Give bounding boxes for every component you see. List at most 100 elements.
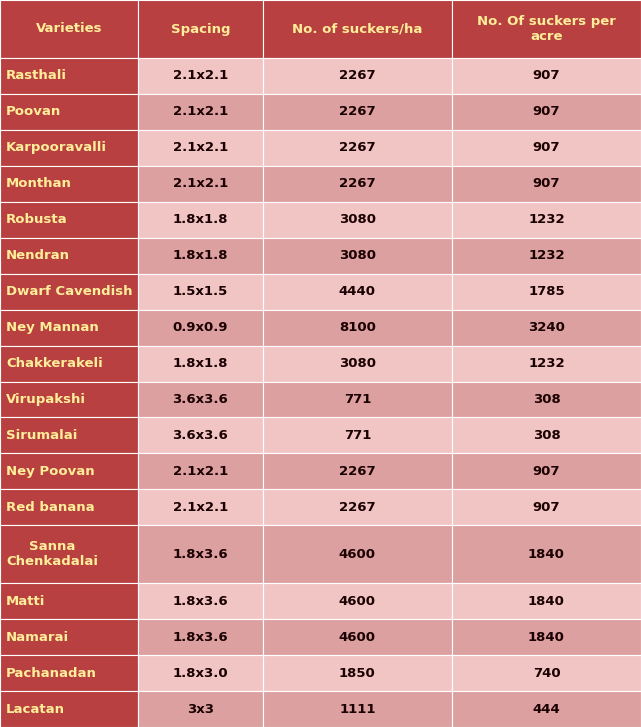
Bar xyxy=(138,691,263,727)
Text: No. Of suckers per
acre: No. Of suckers per acre xyxy=(477,15,616,43)
Text: 2267: 2267 xyxy=(339,105,376,119)
Text: Virupakshi: Virupakshi xyxy=(6,393,86,406)
Text: 907: 907 xyxy=(533,141,560,154)
Bar xyxy=(452,273,641,310)
Bar xyxy=(0,273,138,310)
Text: 1.8x3.6: 1.8x3.6 xyxy=(172,630,228,643)
Text: Pachanadan: Pachanadan xyxy=(6,667,97,680)
Text: Lacatan: Lacatan xyxy=(6,702,65,715)
Bar xyxy=(263,130,452,166)
Text: 4440: 4440 xyxy=(339,285,376,298)
Text: 1840: 1840 xyxy=(528,547,565,561)
Text: Matti: Matti xyxy=(6,595,46,608)
Bar xyxy=(0,130,138,166)
Bar xyxy=(138,382,263,417)
Bar xyxy=(263,454,452,489)
Text: 1.8x3.6: 1.8x3.6 xyxy=(172,595,228,608)
Bar xyxy=(0,655,138,691)
Bar xyxy=(452,0,641,58)
Text: Sanna
Chenkadalai: Sanna Chenkadalai xyxy=(6,540,98,569)
Text: 2.1x2.1: 2.1x2.1 xyxy=(172,105,228,119)
Text: 2.1x2.1: 2.1x2.1 xyxy=(172,465,228,478)
Text: Karpooravalli: Karpooravalli xyxy=(6,141,107,154)
Text: No. of suckers/ha: No. of suckers/ha xyxy=(292,23,422,36)
Text: Spacing: Spacing xyxy=(171,23,230,36)
Text: 3080: 3080 xyxy=(339,357,376,370)
Bar xyxy=(138,202,263,238)
Text: 1.8x1.8: 1.8x1.8 xyxy=(172,213,228,226)
Text: 1.8x3.6: 1.8x3.6 xyxy=(172,547,228,561)
Bar xyxy=(0,691,138,727)
Text: Poovan: Poovan xyxy=(6,105,62,119)
Bar xyxy=(263,58,452,94)
Bar xyxy=(0,166,138,202)
Bar xyxy=(0,202,138,238)
Text: 2267: 2267 xyxy=(339,70,376,82)
Bar xyxy=(452,417,641,454)
Text: 308: 308 xyxy=(533,393,560,406)
Bar xyxy=(138,238,263,273)
Text: 3.6x3.6: 3.6x3.6 xyxy=(172,429,228,442)
Bar xyxy=(138,94,263,130)
Text: 1.8x1.8: 1.8x1.8 xyxy=(172,357,228,370)
Text: 2267: 2267 xyxy=(339,177,376,190)
Bar xyxy=(0,619,138,655)
Bar xyxy=(138,0,263,58)
Bar xyxy=(263,526,452,583)
Text: 3080: 3080 xyxy=(339,249,376,262)
Text: 771: 771 xyxy=(344,429,371,442)
Bar xyxy=(452,94,641,130)
Text: 1840: 1840 xyxy=(528,595,565,608)
Bar xyxy=(452,619,641,655)
Bar xyxy=(263,238,452,273)
Bar xyxy=(263,417,452,454)
Text: 1850: 1850 xyxy=(339,667,376,680)
Text: 1232: 1232 xyxy=(528,249,565,262)
Bar xyxy=(0,238,138,273)
Text: 1232: 1232 xyxy=(528,357,565,370)
Bar xyxy=(0,526,138,583)
Bar xyxy=(138,489,263,526)
Bar xyxy=(138,655,263,691)
Text: Ney Poovan: Ney Poovan xyxy=(6,465,95,478)
Text: 308: 308 xyxy=(533,429,560,442)
Bar xyxy=(263,655,452,691)
Text: Ney Mannan: Ney Mannan xyxy=(6,321,99,334)
Text: 740: 740 xyxy=(533,667,560,680)
Text: 444: 444 xyxy=(533,702,560,715)
Text: 1840: 1840 xyxy=(528,630,565,643)
Bar xyxy=(138,310,263,345)
Text: 907: 907 xyxy=(533,105,560,119)
Bar xyxy=(263,345,452,382)
Bar xyxy=(263,583,452,619)
Bar xyxy=(0,345,138,382)
Bar xyxy=(263,166,452,202)
Text: 3240: 3240 xyxy=(528,321,565,334)
Bar xyxy=(452,655,641,691)
Bar xyxy=(263,382,452,417)
Bar xyxy=(263,273,452,310)
Text: Namarai: Namarai xyxy=(6,630,69,643)
Bar xyxy=(452,526,641,583)
Text: 0.9x0.9: 0.9x0.9 xyxy=(172,321,228,334)
Text: 2.1x2.1: 2.1x2.1 xyxy=(172,501,228,514)
Text: 3x3: 3x3 xyxy=(187,702,214,715)
Bar xyxy=(263,619,452,655)
Text: Dwarf Cavendish: Dwarf Cavendish xyxy=(6,285,133,298)
Bar xyxy=(452,489,641,526)
Bar xyxy=(452,202,641,238)
Text: Monthan: Monthan xyxy=(6,177,72,190)
Text: 1785: 1785 xyxy=(528,285,565,298)
Text: 1232: 1232 xyxy=(528,213,565,226)
Bar xyxy=(263,489,452,526)
Text: 1.5x1.5: 1.5x1.5 xyxy=(172,285,228,298)
Bar xyxy=(138,417,263,454)
Bar xyxy=(138,583,263,619)
Text: Chakkerakeli: Chakkerakeli xyxy=(6,357,103,370)
Bar xyxy=(263,691,452,727)
Text: 2267: 2267 xyxy=(339,501,376,514)
Bar xyxy=(452,310,641,345)
Text: Red banana: Red banana xyxy=(6,501,95,514)
Bar xyxy=(452,382,641,417)
Text: 4600: 4600 xyxy=(339,547,376,561)
